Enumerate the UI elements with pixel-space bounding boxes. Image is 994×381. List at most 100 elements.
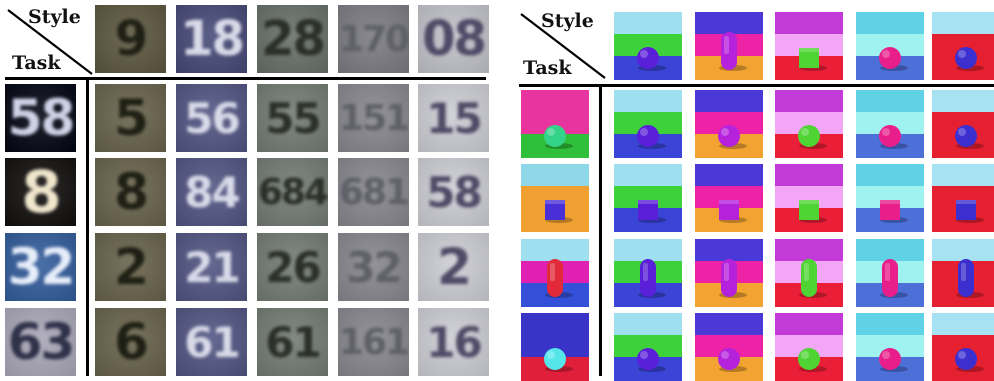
scene-render — [856, 12, 924, 80]
scene-wall — [856, 239, 924, 261]
style-image — [614, 12, 682, 80]
scene-back-wall — [521, 112, 589, 136]
svhn-panel: Style Task 9 18 28 170 08 58 8 32 63 5 56 55 151 15 8 8… — [0, 0, 489, 376]
digit-text: 08 — [422, 11, 487, 67]
scene-back-wall — [614, 335, 682, 359]
scene-wall — [521, 90, 589, 112]
generated-image — [614, 313, 682, 381]
generated-image — [695, 313, 763, 381]
corner-diagonal-line — [7, 9, 93, 75]
generated-image — [932, 164, 994, 232]
generated-image — [932, 90, 994, 158]
generated-image: 15 — [418, 84, 489, 152]
cube-object — [545, 200, 565, 220]
object-highlight — [643, 263, 648, 281]
digit-text: 5 — [114, 89, 149, 147]
object-highlight — [640, 351, 648, 359]
scene-back-wall — [695, 335, 763, 359]
style-image — [856, 12, 924, 80]
object-highlight — [724, 36, 729, 54]
sphere-object — [879, 125, 901, 147]
capsule-object — [721, 32, 737, 70]
digit-text: 56 — [184, 93, 240, 143]
object-highlight — [804, 263, 809, 281]
style-image: 28 — [257, 5, 328, 73]
scene-render — [521, 164, 589, 232]
scene-render — [614, 164, 682, 232]
task-header-label: Task — [523, 57, 572, 79]
task-image: 8 — [5, 158, 76, 226]
generated-image: 16 — [418, 308, 489, 376]
sphere-object — [718, 125, 740, 147]
task-header-label: Task — [12, 52, 61, 74]
scene-back-wall — [695, 186, 763, 210]
digit-text: 84 — [184, 167, 240, 217]
scene-render — [932, 12, 994, 80]
scene-wall — [775, 90, 843, 112]
generated-image — [695, 164, 763, 232]
digit-text: 684 — [257, 171, 328, 213]
digit-text: 9 — [114, 11, 148, 67]
sphere-object — [637, 125, 659, 147]
scene-wall — [932, 90, 994, 112]
scene-wall — [695, 164, 763, 186]
sphere-object — [798, 348, 820, 370]
style-image: 9 — [95, 5, 166, 73]
sphere-object — [955, 47, 977, 69]
task-image: 58 — [5, 84, 76, 152]
digit-text: 6 — [114, 313, 149, 371]
object-highlight — [640, 50, 648, 58]
generated-image — [695, 239, 763, 307]
scene-back-wall — [856, 34, 924, 58]
scene-render — [521, 90, 589, 158]
scene-render — [775, 12, 843, 80]
header-rule — [5, 77, 486, 80]
scene-back-wall — [775, 34, 843, 58]
cube-object — [799, 200, 819, 220]
digit-text: 161 — [338, 321, 409, 363]
generated-image: 161 — [338, 308, 409, 376]
generated-image: 32 — [338, 233, 409, 301]
object-highlight — [721, 128, 729, 136]
sphere-object — [879, 47, 901, 69]
capsule-object — [721, 259, 737, 297]
object-highlight — [547, 128, 555, 136]
scene-wall — [775, 164, 843, 186]
scene-back-wall — [695, 112, 763, 136]
cube-object — [719, 200, 739, 220]
scene-back-wall — [775, 112, 843, 136]
generated-image: 61 — [176, 308, 247, 376]
generated-image: 8 — [95, 158, 166, 226]
scene-render — [932, 239, 994, 307]
scene-wall — [614, 12, 682, 34]
scene-wall — [856, 164, 924, 186]
scene-back-wall — [932, 112, 994, 136]
scene-render — [856, 239, 924, 307]
object-highlight — [799, 200, 819, 204]
style-image: 08 — [418, 5, 489, 73]
digit-text: 2 — [437, 238, 472, 296]
digit-text: 16 — [426, 317, 482, 367]
scene-wall — [521, 164, 589, 186]
task-image — [521, 239, 589, 307]
scene-render — [695, 239, 763, 307]
digit-text: 170 — [338, 18, 409, 60]
digit-text: 26 — [265, 242, 321, 292]
capsule-object — [640, 259, 656, 297]
scene-back-wall — [614, 112, 682, 136]
sphere-object — [544, 125, 566, 147]
sphere-object — [718, 348, 740, 370]
sphere-object — [544, 348, 566, 370]
scene-render — [775, 239, 843, 307]
generated-image — [775, 90, 843, 158]
generated-image: 58 — [418, 158, 489, 226]
scene-wall — [695, 239, 763, 261]
scene-render — [856, 90, 924, 158]
digit-text: 28 — [261, 11, 326, 67]
object-highlight — [801, 351, 809, 359]
style-image: 170 — [338, 5, 409, 73]
scene-wall — [695, 313, 763, 335]
object-highlight — [545, 200, 565, 204]
style-image — [695, 12, 763, 80]
style-header-label: Style — [28, 6, 81, 28]
